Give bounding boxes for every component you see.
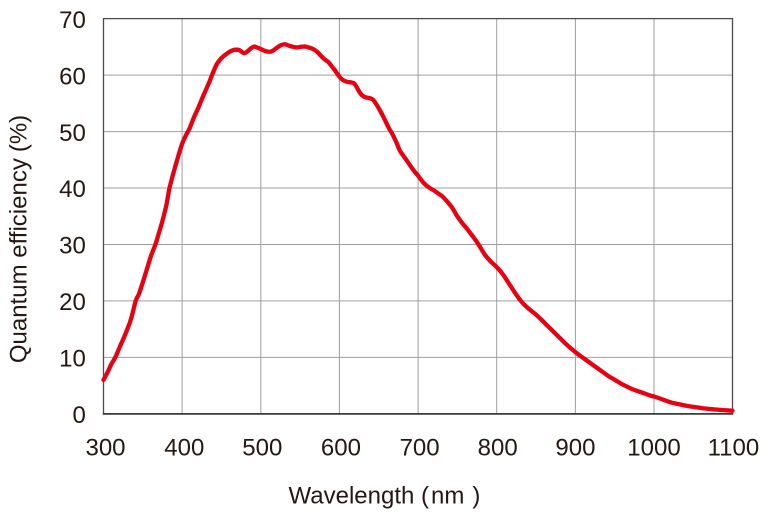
svg-text:70: 70 <box>59 7 86 34</box>
svg-text:400: 400 <box>164 435 204 462</box>
svg-text:1000: 1000 <box>627 435 680 462</box>
svg-text:800: 800 <box>478 435 518 462</box>
svg-text:Quantum efficiency (%): Quantum efficiency (%) <box>6 115 33 363</box>
svg-text:300: 300 <box>85 435 125 462</box>
svg-text:30: 30 <box>59 233 86 260</box>
svg-text:500: 500 <box>242 435 282 462</box>
svg-text:900: 900 <box>555 435 595 462</box>
svg-text:Wavelength ( nm ): Wavelength ( nm ) <box>289 482 481 509</box>
svg-text:60: 60 <box>59 63 86 90</box>
svg-text:40: 40 <box>59 176 86 203</box>
svg-text:600: 600 <box>321 435 361 462</box>
svg-text:0: 0 <box>72 402 85 429</box>
svg-text:1100: 1100 <box>708 435 760 462</box>
svg-text:50: 50 <box>59 120 86 147</box>
svg-text:10: 10 <box>59 346 86 373</box>
svg-text:700: 700 <box>400 435 440 462</box>
svg-text:20: 20 <box>59 289 86 316</box>
